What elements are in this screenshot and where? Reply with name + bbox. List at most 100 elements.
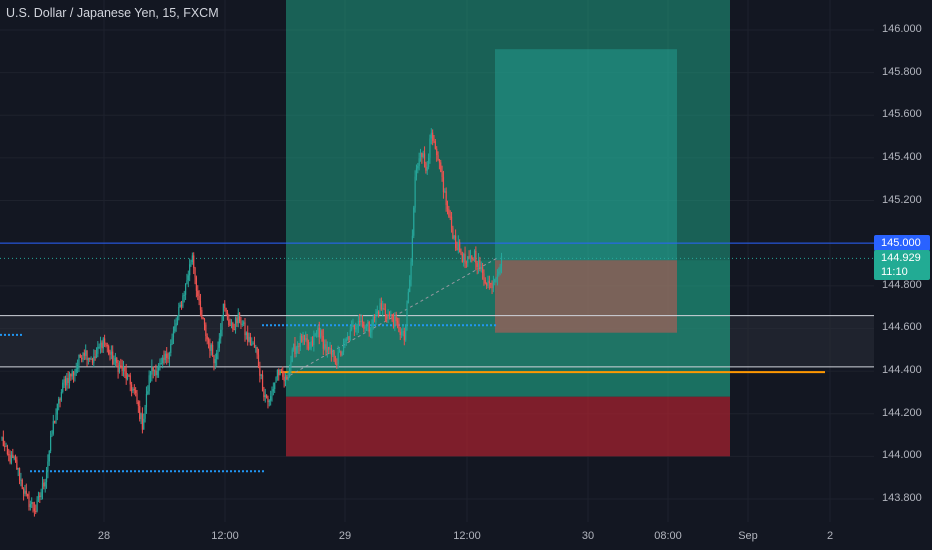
candle-body bbox=[9, 455, 11, 463]
candle-body bbox=[149, 374, 152, 376]
candle-body bbox=[179, 304, 181, 308]
candle-body bbox=[351, 326, 353, 330]
candle-body bbox=[463, 253, 465, 263]
candle-body bbox=[66, 377, 68, 386]
candle-body bbox=[309, 347, 311, 349]
candle-body bbox=[449, 216, 451, 218]
position-zones bbox=[0, 0, 874, 457]
candle-body bbox=[465, 262, 467, 264]
candle-body bbox=[410, 262, 412, 280]
candle-body bbox=[461, 254, 463, 263]
candle-body bbox=[337, 352, 339, 364]
candle-body bbox=[176, 315, 179, 324]
candle-body bbox=[55, 414, 57, 423]
candle-body bbox=[475, 250, 477, 264]
candle-body bbox=[491, 283, 493, 289]
candle-body bbox=[419, 153, 422, 159]
candle-body bbox=[433, 140, 435, 142]
candle-body bbox=[45, 471, 48, 483]
candle-body bbox=[64, 379, 67, 386]
candle-body bbox=[467, 256, 469, 263]
candle-body bbox=[248, 336, 250, 342]
candle-body bbox=[232, 323, 234, 330]
price-tick-label: 143.800 bbox=[882, 492, 922, 504]
candle-body bbox=[60, 391, 62, 401]
time-tick-label: 2 bbox=[826, 530, 834, 542]
candle-body bbox=[224, 303, 226, 308]
candle-body bbox=[79, 354, 81, 358]
candle-body bbox=[375, 313, 377, 318]
candle-body bbox=[144, 407, 146, 419]
candle-body bbox=[330, 347, 332, 355]
candle-body bbox=[405, 324, 407, 341]
candle-body bbox=[421, 153, 423, 157]
candle-body bbox=[326, 346, 328, 353]
candles bbox=[1, 128, 503, 517]
candle-body bbox=[155, 370, 157, 376]
candle-body bbox=[89, 357, 91, 360]
candle-body bbox=[241, 323, 243, 325]
candle-body bbox=[167, 357, 169, 359]
candle-body bbox=[87, 357, 89, 361]
candle-body bbox=[315, 330, 318, 335]
candle-body bbox=[201, 309, 203, 318]
candle-body bbox=[41, 482, 44, 493]
candle-body bbox=[270, 396, 272, 401]
candle-body bbox=[202, 317, 204, 319]
candle-body bbox=[255, 347, 257, 349]
candle-body bbox=[325, 344, 327, 353]
candle-body bbox=[274, 382, 276, 390]
candle-body bbox=[228, 319, 230, 325]
candle-body bbox=[109, 353, 111, 355]
candle-body bbox=[159, 363, 161, 366]
candle-body bbox=[495, 278, 497, 280]
candle-body bbox=[83, 352, 85, 356]
candle-body bbox=[203, 318, 206, 325]
candle-body bbox=[81, 357, 83, 360]
candle-body bbox=[469, 255, 472, 258]
candle-body bbox=[133, 388, 135, 391]
candle-body bbox=[471, 255, 473, 259]
price-axis[interactable]: 146.000 145.800 145.600 145.400 145.200 144.8… bbox=[874, 0, 932, 550]
candle-body bbox=[320, 330, 322, 338]
candle-body bbox=[197, 290, 199, 296]
candle-body bbox=[162, 357, 164, 364]
candle-body bbox=[341, 352, 343, 356]
candle-body bbox=[216, 352, 218, 360]
candle-body bbox=[245, 332, 247, 336]
candle-body bbox=[302, 335, 304, 342]
candle-body bbox=[33, 508, 35, 511]
candle-body bbox=[163, 357, 165, 360]
candle-body bbox=[147, 391, 149, 394]
candle-body bbox=[438, 158, 440, 163]
price-tick-label: 145.800 bbox=[882, 65, 922, 78]
candle-body bbox=[29, 503, 31, 508]
candle-body bbox=[306, 338, 308, 343]
candle-body bbox=[278, 369, 280, 376]
candle-body bbox=[340, 351, 342, 356]
candle-body bbox=[477, 260, 480, 268]
candle-body bbox=[91, 358, 94, 363]
candle-body bbox=[240, 321, 242, 325]
candle-body bbox=[218, 338, 220, 348]
candle-body bbox=[318, 327, 320, 338]
candle-body bbox=[378, 311, 380, 315]
candle-body bbox=[317, 327, 319, 331]
candle-body bbox=[398, 322, 400, 332]
candle-body bbox=[185, 283, 187, 295]
candle-body bbox=[220, 329, 222, 339]
candle-body bbox=[190, 262, 192, 265]
candle-body bbox=[442, 177, 445, 192]
candle-body bbox=[27, 494, 29, 497]
candle-body bbox=[172, 331, 175, 338]
candle-body bbox=[294, 343, 296, 354]
time-axis[interactable]: 28 12:00 29 12:00 30 08:00 Sep 2 bbox=[0, 522, 874, 550]
candle-body bbox=[214, 359, 216, 364]
candle-body bbox=[328, 346, 330, 350]
candle-body bbox=[314, 334, 316, 336]
candle-body bbox=[464, 253, 466, 263]
price-tick-label: 144.600 bbox=[882, 321, 922, 334]
candle-body bbox=[206, 336, 208, 340]
